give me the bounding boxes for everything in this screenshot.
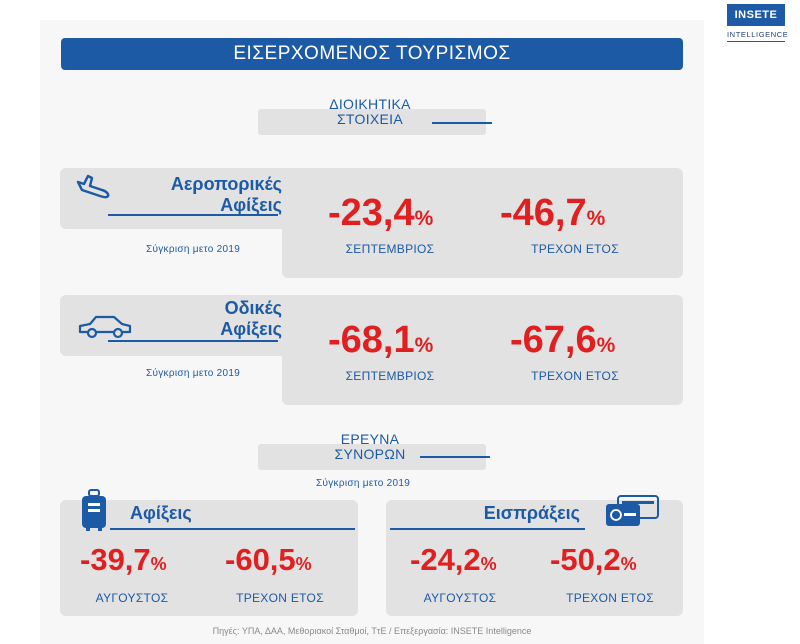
air-m2-unit: % (586, 207, 606, 230)
road-year-value: -67,6% (510, 320, 615, 366)
airplane-landing-icon (76, 174, 110, 199)
admin-section-label: ΔΙΟΙΚΗΤΙΚΑ ΣΤΟΙΧΕΙΑ (300, 97, 440, 127)
page-title: ΕΙΣΕΡΧΟΜΕΝΟΣ ΤΟΥΡΙΣΜΟΣ (61, 38, 683, 70)
arrivals-m1-number: -39,7 (80, 542, 151, 577)
arrivals-m2-number: -60,5 (225, 542, 296, 577)
road-september-value: -68,1% (328, 320, 433, 366)
receipts-m1-number: -24,2 (410, 542, 481, 577)
air-m1-number: -23,4 (328, 192, 415, 234)
arrivals-year-label: ΤΡΕΧΟΝ ΕΤΟΣ (236, 591, 324, 605)
road-year-label: ΤΡΕΧΟΝ ΕΤΟΣ (531, 369, 619, 383)
suitcase-icon (82, 489, 106, 531)
air-year-value: -46,7% (500, 193, 605, 239)
road-title-line2: Αφίξεις (220, 319, 282, 339)
admin-section-rule (432, 122, 492, 124)
arrivals-m1-unit: % (150, 554, 167, 574)
arrivals-august-value: -39,7% (80, 543, 167, 581)
air-year-label: ΤΡΕΧΟΝ ΕΤΟΣ (531, 242, 619, 256)
receipts-august-label: ΑΥΓΟΥΣΤΟΣ (423, 591, 497, 605)
road-m1-number: -68,1 (328, 319, 415, 361)
air-m1-unit: % (414, 207, 434, 230)
survey-section-rule (420, 456, 490, 458)
credit-card-icon (606, 495, 659, 526)
survey-section-line1: ΕΡΕΥΝΑ (340, 431, 400, 447)
survey-section-label: ΕΡΕΥΝΑ ΣΥΝΟΡΩΝ (300, 432, 440, 462)
arrivals-title: Αφίξεις (130, 503, 192, 523)
road-m1-unit: % (414, 334, 434, 357)
air-title: Αεροπορικές Αφίξεις (110, 174, 282, 216)
arrivals-box (60, 500, 358, 616)
air-label-box (60, 168, 360, 229)
arrivals-m2-unit: % (295, 554, 312, 574)
road-september-label: ΣΕΠΤΕΜΒΡΙΟΣ (345, 369, 435, 383)
road-m2-number: -67,6 (510, 319, 597, 361)
logo-brand: INSETE (727, 4, 785, 26)
road-compare-note: Σύγκριση μετο 2019 (146, 368, 241, 379)
arrivals-year-value: -60,5% (225, 543, 312, 581)
road-title-rule (108, 340, 278, 342)
road-label-box (60, 295, 360, 356)
air-title-rule (108, 214, 278, 216)
road-title: Οδικές Αφίξεις (110, 298, 282, 340)
admin-section-line1: ΔΙΟΙΚΗΤΙΚΑ (329, 96, 411, 112)
road-m2-unit: % (596, 334, 616, 357)
arrivals-august-label: ΑΥΓΟΥΣΤΟΣ (95, 591, 169, 605)
air-m2-number: -46,7 (500, 192, 587, 234)
air-title-line2: Αφίξεις (220, 195, 282, 215)
survey-compare-note: Σύγκριση μετο 2019 (316, 478, 411, 489)
logo-rule (727, 41, 785, 42)
receipts-m2-number: -50,2 (550, 542, 621, 577)
receipts-august-value: -24,2% (410, 543, 497, 581)
receipts-m2-unit: % (620, 554, 637, 574)
road-title-line1: Οδικές (224, 298, 282, 318)
air-compare-note: Σύγκριση μετο 2019 (146, 244, 241, 255)
admin-section-line2: ΣΤΟΙΧΕΙΑ (336, 111, 404, 127)
logo-sub: INTELLIGENCE (727, 30, 789, 39)
arrivals-title-rule (110, 528, 355, 530)
receipts-year-value: -50,2% (550, 543, 637, 581)
air-september-label: ΣΕΠΤΕΜΒΡΙΟΣ (345, 242, 435, 256)
air-title-line1: Αεροπορικές (170, 174, 282, 194)
car-icon (78, 315, 132, 339)
receipts-m1-unit: % (480, 554, 497, 574)
receipts-title-rule (390, 528, 585, 530)
source-note: Πηγές: ΥΠΑ, ΔΑΑ, Μεθοριακοί Σταθμοί, ΤτΕ… (212, 626, 532, 636)
survey-section-line2: ΣΥΝΟΡΩΝ (334, 446, 406, 462)
receipts-title: Εισπράξεις (483, 503, 580, 523)
air-september-value: -23,4% (328, 193, 433, 239)
insete-logo: INSETE INTELLIGENCE (727, 4, 789, 44)
receipts-year-label: ΤΡΕΧΟΝ ΕΤΟΣ (566, 591, 654, 605)
